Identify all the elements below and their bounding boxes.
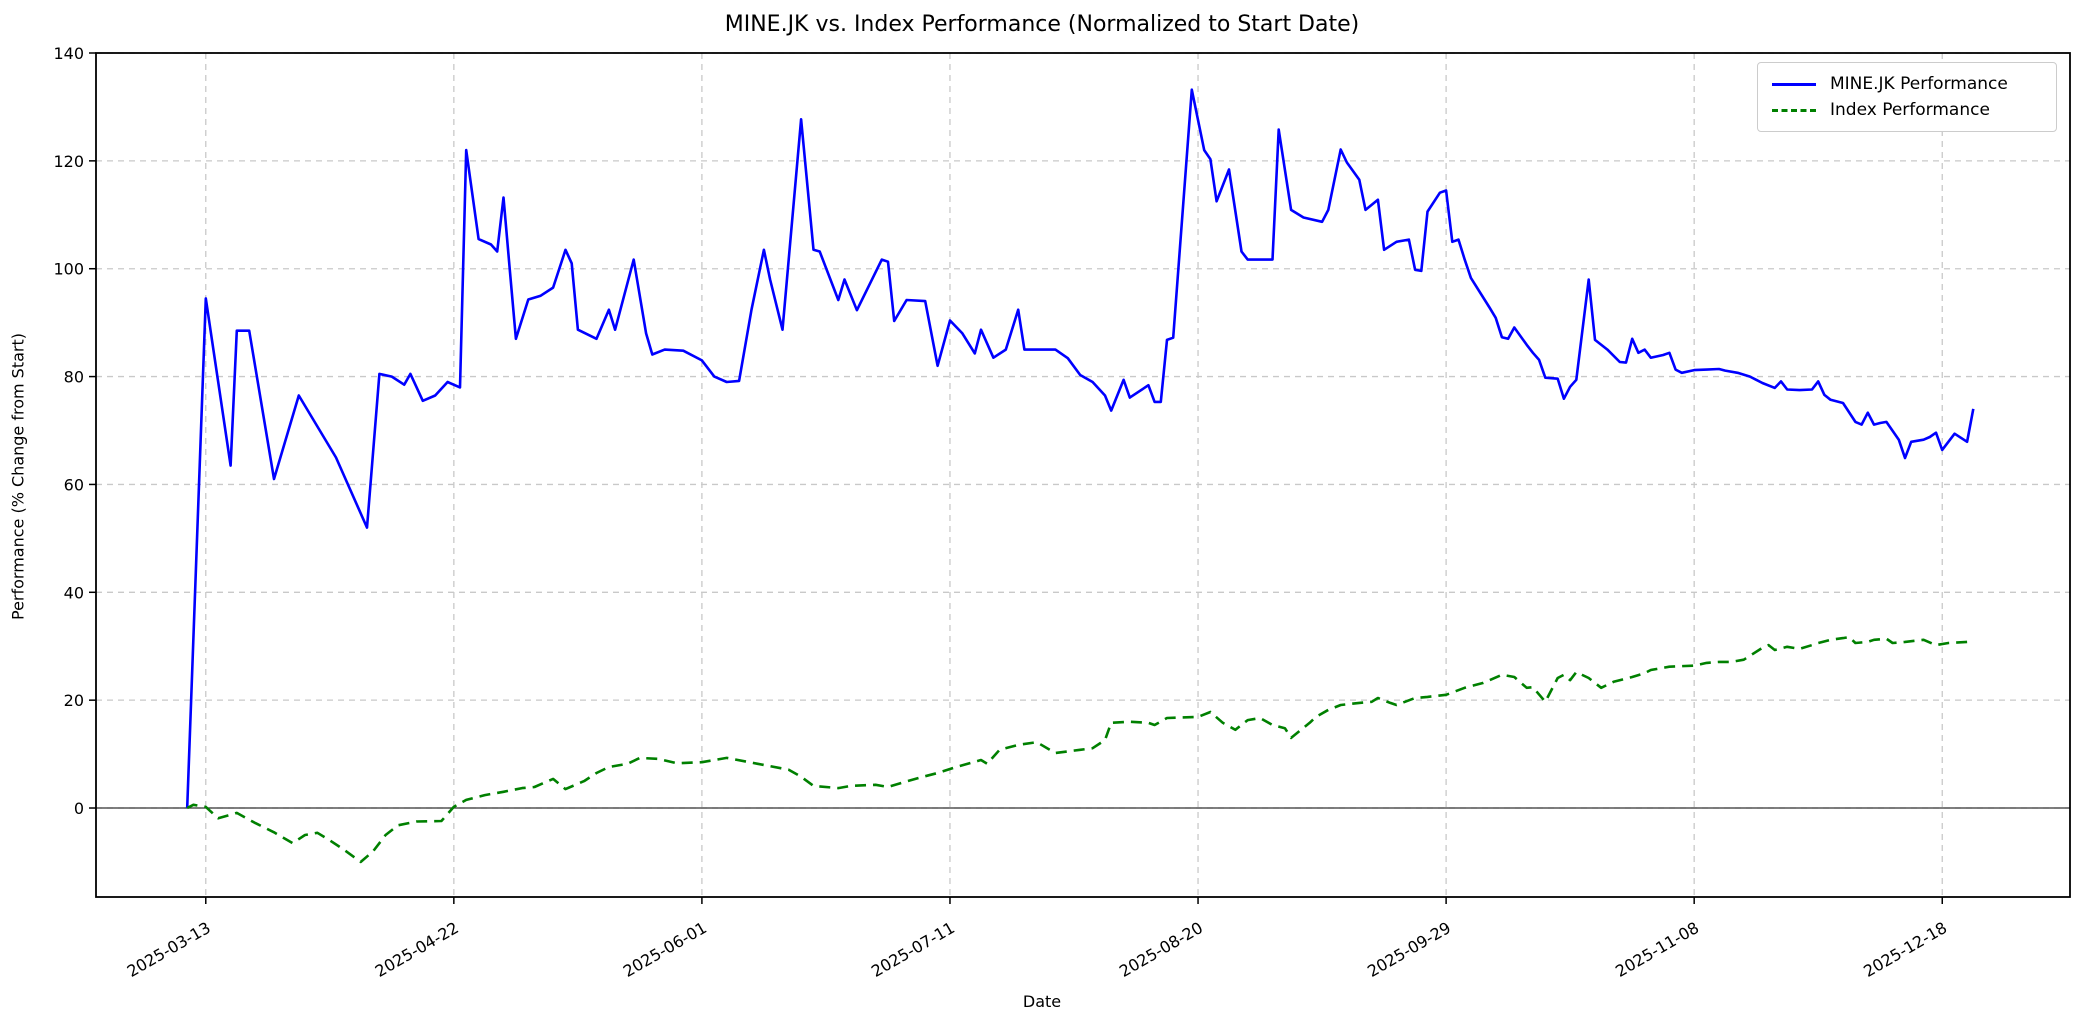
y-tick-label: 0 <box>74 799 84 818</box>
series-dashed <box>186 635 1968 864</box>
y-tick-label: 40 <box>64 583 84 602</box>
y-axis-label: Performance (% Change from Start) <box>8 333 28 620</box>
x-tick-label: 2025-04-22 <box>372 918 462 981</box>
legend: MINE.JK Performance Index Performance <box>1757 62 2057 132</box>
legend-line-dashed-icon <box>1772 108 1816 112</box>
y-tick-label: 20 <box>64 691 84 710</box>
legend-line-solid-icon <box>1772 82 1816 86</box>
y-tick-label: 140 <box>53 44 84 63</box>
x-tick-label: 2025-07-11 <box>868 918 958 981</box>
y-tick-label: 120 <box>53 152 84 171</box>
x-tick-label: 2025-12-18 <box>1860 918 1950 981</box>
chart-title: MINE.JK vs. Index Performance (Normalize… <box>724 12 1360 37</box>
y-tick-label: 100 <box>53 260 84 279</box>
x-tick-label: 2025-06-01 <box>620 918 710 981</box>
legend-label: MINE.JK Performance <box>1830 74 2008 94</box>
legend-entry-mine-jk: MINE.JK Performance <box>1772 72 2044 96</box>
y-tick-label: 80 <box>64 368 84 387</box>
plot-frame <box>95 52 2071 898</box>
series-solid <box>185 88 1975 809</box>
x-tick-label: 2025-11-08 <box>1612 918 1702 981</box>
legend-entry-index: Index Performance <box>1772 98 2044 122</box>
x-tick-label: 2025-09-29 <box>1364 918 1454 981</box>
x-tick-label: 2025-03-13 <box>124 918 214 981</box>
x-tick-label: 2025-08-20 <box>1116 918 1206 981</box>
y-tick-label: 60 <box>64 475 84 494</box>
legend-label: Index Performance <box>1830 100 1990 120</box>
x-axis-label: Date <box>1022 992 1062 1011</box>
